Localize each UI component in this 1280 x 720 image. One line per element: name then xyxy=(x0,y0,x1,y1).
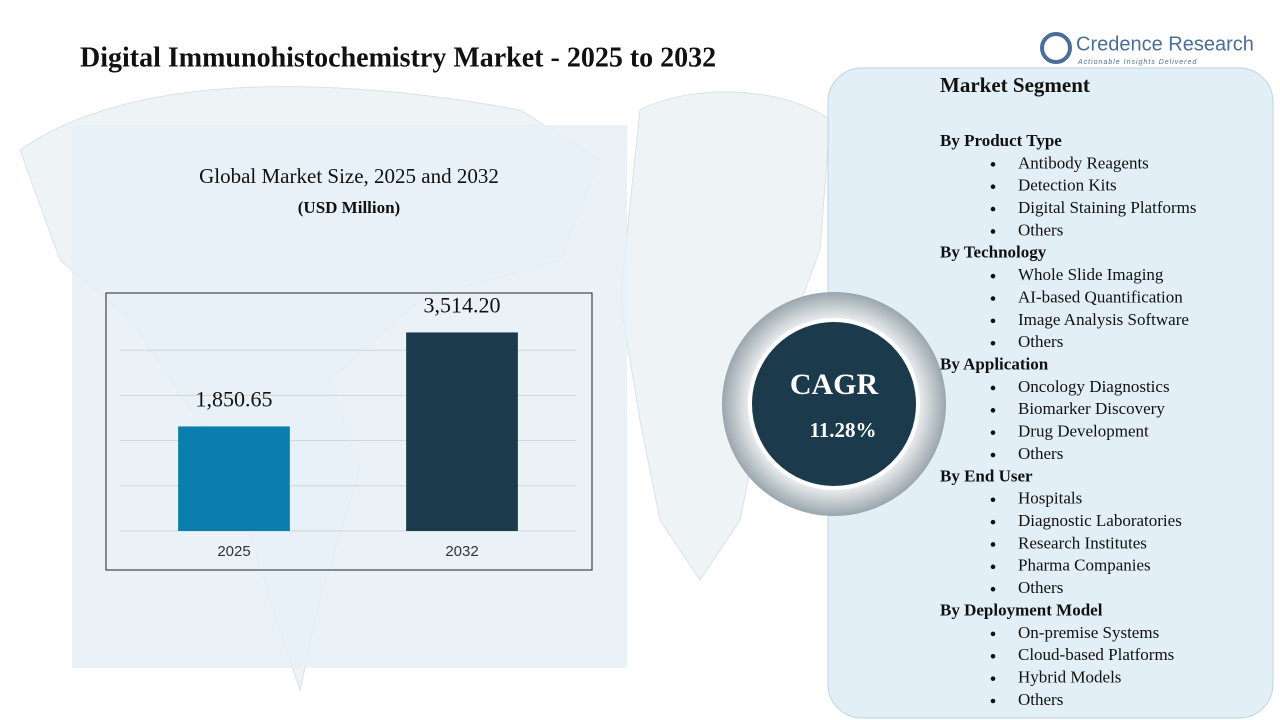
chart-frame xyxy=(105,292,593,571)
chart-title: Global Market Size, 2025 and 2032 xyxy=(199,164,499,188)
segment-group: By Technology xyxy=(940,243,1047,262)
segment-item: Image Analysis Software xyxy=(1018,310,1189,329)
bullet xyxy=(990,296,996,301)
cagr-circle xyxy=(748,318,920,490)
segment-item: Others xyxy=(1018,332,1063,351)
segment-group: By Deployment Model xyxy=(940,600,1103,619)
segment-item: Detection Kits xyxy=(1018,176,1117,195)
segment-item: Whole Slide Imaging xyxy=(1018,265,1164,284)
bullet xyxy=(990,519,996,525)
bullet xyxy=(990,385,996,391)
segment-item: Others xyxy=(1018,444,1063,463)
page-title: Digital Immunohistochemistry Market - 20… xyxy=(80,42,716,73)
segment-item: Cloud-based Platforms xyxy=(1018,645,1174,664)
bullet xyxy=(990,430,996,435)
segment-group: By Product Type xyxy=(940,131,1062,150)
segment-group: By End User xyxy=(940,466,1033,485)
bullet xyxy=(990,340,996,346)
bar xyxy=(178,426,290,531)
segment-item: Diagnostic Laboratories xyxy=(1018,511,1182,530)
bar xyxy=(406,332,518,531)
segment-item: Hybrid Models xyxy=(1018,668,1121,687)
brand-tagline: Actionable Insights Delivered xyxy=(1077,59,1197,66)
bullet xyxy=(990,542,996,547)
segment-item: Pharma Companies xyxy=(1018,556,1151,575)
segment-item: Biomarker Discovery xyxy=(1018,399,1165,418)
segment-item: Drug Development xyxy=(1018,422,1149,441)
brand-name: Credence Research xyxy=(1076,33,1254,55)
bullet xyxy=(990,586,996,592)
segment-item: On-premise Systems xyxy=(1018,623,1159,642)
x-tick-label: 2025 xyxy=(217,543,250,560)
cagr-label: CAGR xyxy=(790,368,879,401)
x-tick-label: 2032 xyxy=(445,543,478,560)
bullet xyxy=(990,653,996,659)
bullet xyxy=(990,631,996,637)
bullet xyxy=(990,162,996,167)
logo-icon xyxy=(1040,32,1072,64)
value-label: 1,850.65 xyxy=(196,386,273,411)
segment-item: Research Institutes xyxy=(1018,533,1147,552)
bullet xyxy=(990,184,996,190)
bullet xyxy=(990,564,996,570)
bullet xyxy=(990,408,996,413)
bullet xyxy=(990,452,996,458)
chart-subtitle: (USD Million) xyxy=(298,198,400,217)
segment-item: Others xyxy=(1018,690,1063,709)
chart: 1,850.65 2025 3,514.20 2032 xyxy=(120,292,576,560)
bullet xyxy=(990,318,996,324)
logo: Credence Research Actionable Insights De… xyxy=(1040,32,1254,66)
bullet xyxy=(990,497,996,503)
bullet xyxy=(990,273,996,279)
segment-group: By Application xyxy=(940,355,1049,374)
value-label: 3,514.20 xyxy=(424,292,501,317)
segment-item: AI-based Quantification xyxy=(1018,287,1183,306)
segment-item: Antibody Reagents xyxy=(1018,153,1149,172)
segment-item: Oncology Diagnostics xyxy=(1018,377,1170,396)
cagr-value: 11.28% xyxy=(809,418,876,442)
segment-title: Market Segment xyxy=(940,73,1090,97)
bullet xyxy=(990,206,996,212)
chart-panel xyxy=(72,125,627,668)
segment-item: Others xyxy=(1018,578,1063,597)
segment-item: Others xyxy=(1018,220,1063,239)
segment-item: Hospitals xyxy=(1018,489,1082,508)
bullet xyxy=(990,676,996,681)
bullet xyxy=(990,698,996,704)
bullet xyxy=(990,229,996,234)
segment-item: Digital Staining Platforms xyxy=(1018,198,1197,217)
segment-list: By Product Type Antibody Reagents Detectio… xyxy=(940,131,1197,709)
